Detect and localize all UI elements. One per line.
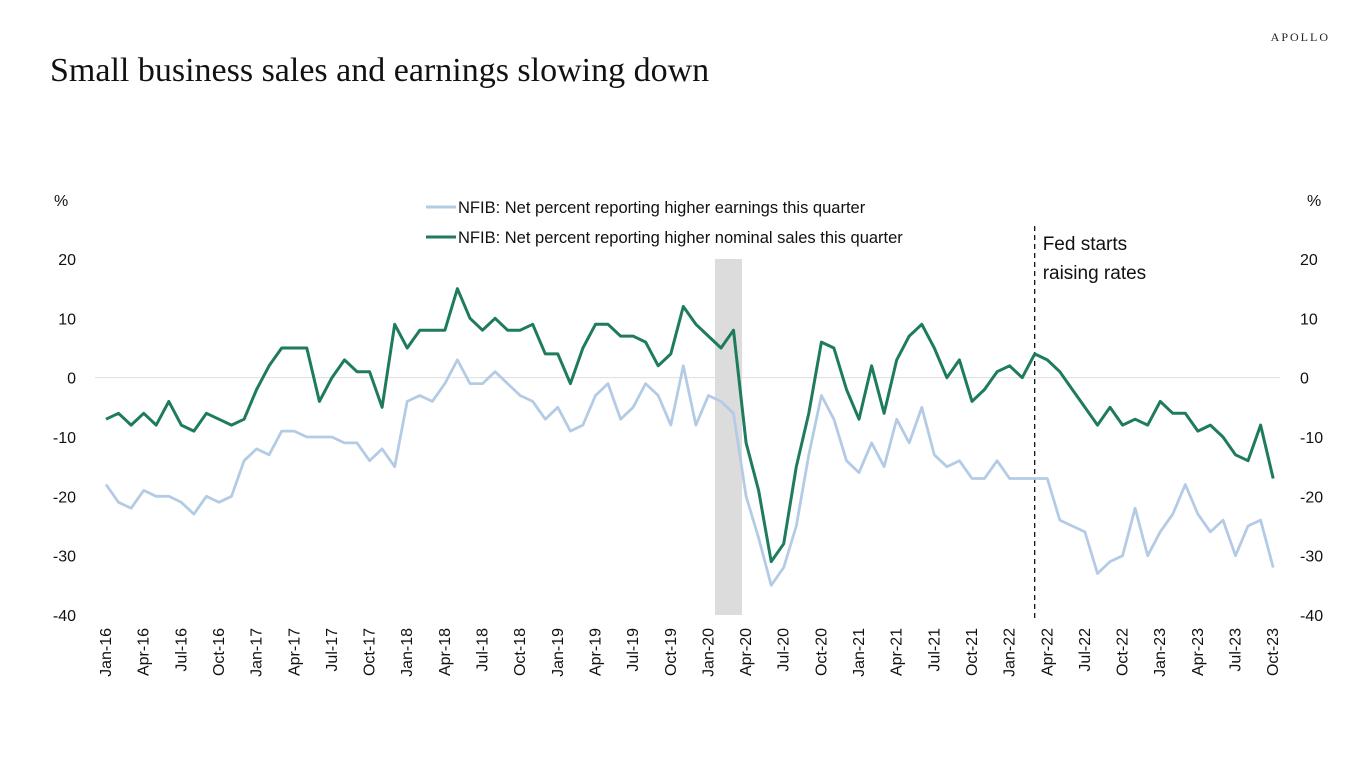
- x-tick-label: Jul-16: [173, 628, 190, 672]
- x-tick-label: Jan-21: [851, 628, 868, 677]
- y-tick-right: -20: [1300, 489, 1323, 506]
- annotation-text: raising rates: [1043, 263, 1147, 284]
- x-tick-label: Oct-16: [211, 628, 228, 676]
- x-tick-label: Jul-22: [1077, 628, 1094, 672]
- x-tick-label: Jul-17: [324, 628, 341, 672]
- y-axis-label-left: %: [54, 193, 68, 210]
- series-line-sales: [105, 287, 1275, 564]
- brand-logo: APOLLO: [1270, 30, 1330, 44]
- x-tick-label: Apr-20: [738, 628, 755, 676]
- x-tick-label: Jul-21: [926, 628, 943, 672]
- x-tick-label: Jan-16: [98, 628, 115, 677]
- x-tick-label: Apr-19: [587, 628, 604, 676]
- y-tick-left: -20: [53, 489, 76, 506]
- x-tick-label: Apr-16: [136, 628, 153, 676]
- legend-label: NFIB: Net percent reporting higher earni…: [458, 199, 866, 217]
- x-tick-label: Apr-23: [1190, 628, 1207, 676]
- y-tick-right: -40: [1300, 608, 1323, 625]
- x-tick-label: Jul-19: [625, 628, 642, 672]
- y-tick-left: -10: [53, 430, 76, 447]
- y-tick-right: -10: [1300, 430, 1323, 447]
- x-tick-label: Apr-21: [889, 628, 906, 676]
- x-tick-label: Oct-23: [1265, 628, 1282, 676]
- x-tick-label: Oct-21: [964, 628, 981, 676]
- x-tick-label: Jan-23: [1152, 628, 1169, 677]
- x-tick-label: Oct-19: [663, 628, 680, 676]
- x-tick-label: Jan-22: [1002, 628, 1019, 677]
- x-tick-label: Apr-18: [437, 628, 454, 676]
- y-tick-right: 10: [1300, 311, 1318, 328]
- x-tick-label: Jan-18: [399, 628, 416, 677]
- y-tick-left: 0: [67, 371, 76, 388]
- x-tick-label: Jan-19: [550, 628, 567, 677]
- x-tick-label: Jan-17: [249, 628, 266, 677]
- x-tick-label: Apr-22: [1039, 628, 1056, 676]
- x-tick-label: Oct-17: [362, 628, 379, 676]
- y-tick-left: -30: [53, 549, 76, 566]
- legend-label: NFIB: Net percent reporting higher nomin…: [458, 229, 903, 247]
- x-tick-label: Oct-20: [813, 628, 830, 676]
- chart-title: Small business sales and earnings slowin…: [50, 52, 710, 89]
- x-tick-label: Jul-23: [1228, 628, 1245, 672]
- x-tick-label: Oct-18: [512, 628, 529, 676]
- x-tick-label: Jul-20: [776, 628, 793, 672]
- annotation-text: Fed starts: [1043, 234, 1127, 255]
- y-axis-label-right: %: [1307, 193, 1321, 210]
- y-tick-left: 20: [58, 252, 76, 269]
- y-tick-left: -40: [53, 608, 76, 625]
- x-tick-label: Oct-22: [1115, 628, 1132, 676]
- y-tick-right: -30: [1300, 549, 1323, 566]
- x-tick-label: Jul-18: [475, 628, 492, 672]
- x-tick-label: Apr-17: [286, 628, 303, 676]
- x-tick-label: Jan-20: [700, 628, 717, 677]
- series-line-earnings: [104, 358, 1275, 587]
- y-tick-left: 10: [58, 311, 76, 328]
- y-tick-right: 20: [1300, 252, 1318, 269]
- y-tick-right: 0: [1300, 371, 1309, 388]
